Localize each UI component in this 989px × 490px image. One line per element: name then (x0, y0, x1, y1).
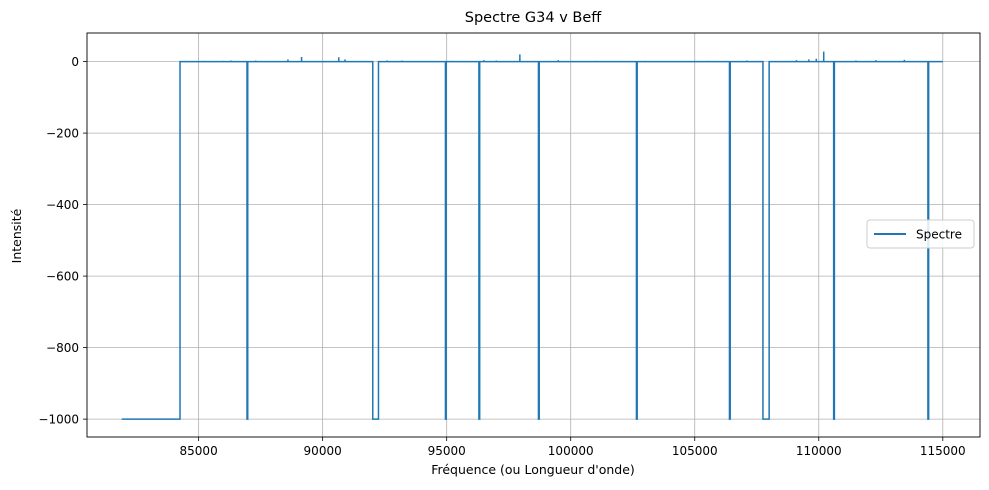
axes-frame (86, 32, 981, 438)
x-axis-label: Fréquence (ou Longueur d'onde) (431, 462, 635, 477)
y-tick-label: −400 (46, 198, 79, 212)
y-axis-label: Intensité (9, 208, 24, 263)
legend-label-spectre: Spectre (916, 228, 962, 242)
chart-title: Spectre G34 v Beff (465, 10, 603, 26)
x-axis: 85000 90000 95000 100000 105000 110000 115000 (180, 437, 966, 458)
y-axis: 0 −200 −400 −600 −800 −1000 (38, 55, 87, 426)
y-tick-label: −1000 (38, 412, 79, 426)
x-tick-label: 110000 (796, 444, 842, 458)
y-tick-label: 0 (71, 55, 79, 69)
grid-lines (87, 33, 980, 437)
x-tick-label: 115000 (920, 444, 966, 458)
legend-box (866, 219, 975, 249)
x-tick-label: 85000 (180, 444, 218, 458)
y-tick-label: −800 (46, 341, 79, 355)
x-tick-label: 95000 (428, 444, 466, 458)
legend: Spectre (866, 219, 975, 249)
plot-area (121, 51, 943, 420)
x-tick-label: 105000 (672, 444, 718, 458)
y-tick-label: −600 (46, 269, 79, 283)
series-line-spectre (121, 60, 943, 420)
x-tick-label: 90000 (304, 444, 342, 458)
x-tick-label: 100000 (548, 444, 594, 458)
y-tick-label: −200 (46, 126, 79, 140)
